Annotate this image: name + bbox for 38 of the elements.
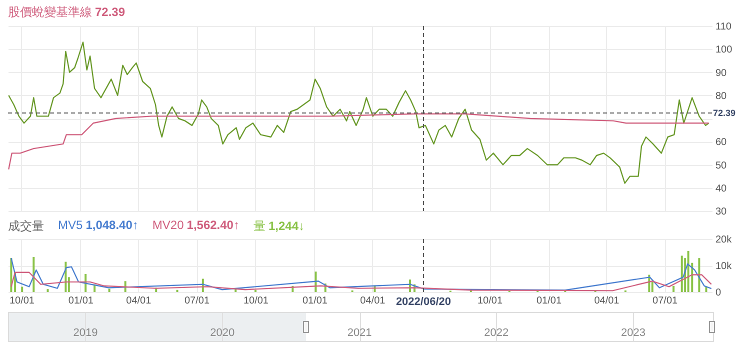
x-tick-label: 04/01: [360, 296, 386, 306]
y-tick-label: 80: [716, 90, 728, 102]
x2-tick-label: 2019: [73, 327, 98, 339]
y-tick-label: 40: [716, 183, 728, 194]
text: 1,562.40↑: [186, 218, 240, 232]
text: 股價蛻變基準線: [8, 5, 92, 19]
chart-title: 成交量: [8, 218, 44, 235]
y-tick-label: 20k: [716, 234, 733, 246]
text: MV5: [58, 218, 83, 232]
x2-tick-label: 2022: [484, 327, 509, 339]
y-tick-label: 50: [716, 160, 728, 172]
x2-tick-label: 2021: [347, 327, 372, 339]
text: 1,244↓: [268, 219, 305, 233]
x-tick-label: 01/01: [68, 296, 94, 306]
x-tick-label: 10/01: [9, 296, 35, 306]
x-tick-label: 10/01: [243, 296, 269, 306]
x-tick-label: 04/01: [594, 296, 620, 306]
x-tick-label: 10/01: [478, 296, 503, 306]
y-tick-label: 60: [716, 137, 728, 148]
text: 量: [253, 219, 266, 233]
x-tick-label: 07/01: [184, 296, 210, 306]
x-tick-label: 01/01: [302, 296, 328, 306]
x-tick-label: 04/01: [126, 296, 152, 306]
y-tick-label: 0: [716, 288, 722, 298]
ref-line-label: 2022/06/20: [396, 296, 452, 308]
text: 72.39: [95, 5, 126, 19]
text: MV20: [152, 218, 184, 232]
x2-tick-label: 2020: [210, 327, 235, 339]
y-tick-label: 90: [716, 68, 728, 79]
y-tick-label: 110: [716, 22, 732, 32]
x-tick-label: 07/01: [652, 296, 678, 306]
x2-tick-label: 2023: [621, 327, 646, 339]
y-tick-label: 100: [716, 44, 733, 56]
y-tick-label: 10k: [716, 261, 733, 272]
text: 1,048.40↑: [86, 218, 138, 232]
ref-line-label: 72.39: [713, 108, 736, 118]
x-tick-label: 01/01: [536, 296, 562, 306]
y-tick-label: 30: [716, 206, 728, 218]
